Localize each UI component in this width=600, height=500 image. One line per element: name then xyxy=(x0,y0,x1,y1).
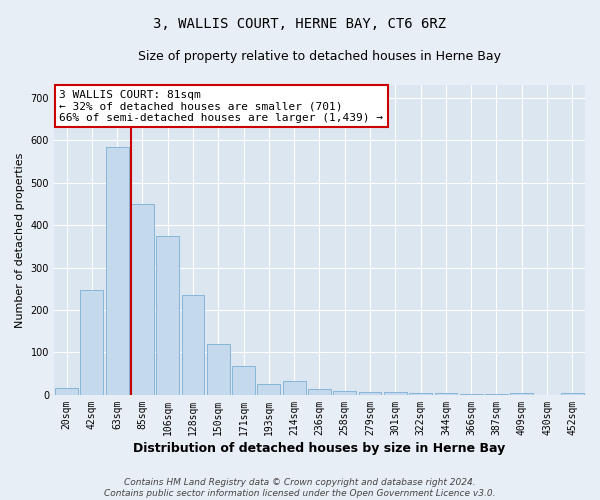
Bar xyxy=(359,392,382,395)
Bar xyxy=(232,366,255,395)
Bar xyxy=(308,389,331,395)
Bar xyxy=(157,236,179,395)
Bar xyxy=(561,393,584,395)
Bar xyxy=(384,392,407,395)
Bar xyxy=(106,146,128,395)
Bar xyxy=(485,394,508,395)
Bar xyxy=(207,344,230,395)
Text: 3, WALLIS COURT, HERNE BAY, CT6 6RZ: 3, WALLIS COURT, HERNE BAY, CT6 6RZ xyxy=(154,18,446,32)
Bar xyxy=(511,393,533,395)
Title: Size of property relative to detached houses in Herne Bay: Size of property relative to detached ho… xyxy=(138,50,501,63)
X-axis label: Distribution of detached houses by size in Herne Bay: Distribution of detached houses by size … xyxy=(133,442,506,455)
Text: Contains HM Land Registry data © Crown copyright and database right 2024.
Contai: Contains HM Land Registry data © Crown c… xyxy=(104,478,496,498)
Bar xyxy=(460,394,482,395)
Bar xyxy=(257,384,280,395)
Bar xyxy=(283,382,305,395)
Bar xyxy=(434,393,457,395)
Bar xyxy=(55,388,78,395)
Bar xyxy=(334,390,356,395)
Bar xyxy=(131,204,154,395)
Bar xyxy=(182,295,205,395)
Text: 3 WALLIS COURT: 81sqm
← 32% of detached houses are smaller (701)
66% of semi-det: 3 WALLIS COURT: 81sqm ← 32% of detached … xyxy=(59,90,383,123)
Bar xyxy=(409,393,432,395)
Y-axis label: Number of detached properties: Number of detached properties xyxy=(15,152,25,328)
Bar xyxy=(80,290,103,395)
